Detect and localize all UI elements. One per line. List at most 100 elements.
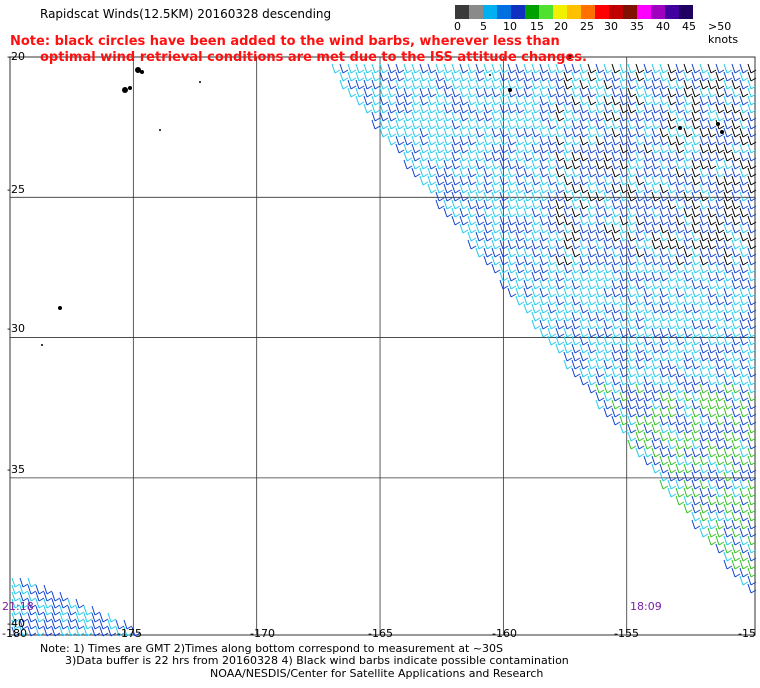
wind-barb bbox=[643, 175, 653, 186]
wind-barb bbox=[555, 311, 565, 322]
wind-barb bbox=[739, 175, 749, 186]
wind-barb bbox=[747, 127, 757, 138]
wind-barb bbox=[507, 231, 517, 242]
wind-barb bbox=[707, 423, 717, 434]
wind-barb bbox=[683, 71, 693, 82]
wind-barb bbox=[443, 143, 453, 154]
wind-barb bbox=[667, 471, 677, 482]
wind-barb bbox=[667, 159, 677, 170]
wind-barb bbox=[667, 335, 677, 346]
footer-credit: NOAA/NESDIS/Center for Satellite Applica… bbox=[210, 667, 544, 680]
wind-barb bbox=[675, 215, 685, 226]
wind-barb bbox=[523, 175, 533, 186]
wind-barb bbox=[443, 79, 453, 90]
island bbox=[140, 70, 144, 74]
wind-barb bbox=[571, 319, 581, 330]
wind-barb bbox=[691, 63, 701, 74]
wind-barb bbox=[507, 239, 517, 250]
wind-barb bbox=[571, 255, 581, 266]
wind-barb bbox=[659, 71, 669, 82]
wind-barb bbox=[603, 263, 613, 274]
wind-barb bbox=[619, 327, 629, 338]
wind-barb bbox=[635, 295, 645, 306]
wind-barb bbox=[539, 279, 549, 290]
wind-barb bbox=[739, 391, 749, 402]
wind-barb bbox=[667, 175, 677, 186]
wind-barb bbox=[563, 63, 573, 74]
wind-barb bbox=[563, 175, 573, 186]
wind-barb bbox=[563, 215, 573, 226]
wind-barb bbox=[627, 335, 637, 346]
wind-barb bbox=[523, 127, 533, 138]
wind-barb bbox=[579, 175, 589, 186]
wind-barb bbox=[587, 247, 597, 258]
wind-barb bbox=[691, 143, 701, 154]
wind-barb bbox=[539, 287, 549, 298]
wind-barb bbox=[723, 399, 733, 410]
wind-barb bbox=[467, 167, 477, 178]
wind-barb bbox=[723, 71, 733, 82]
wind-barb bbox=[571, 223, 581, 234]
wind-barb bbox=[611, 239, 621, 250]
wind-barb bbox=[723, 335, 733, 346]
wind-barb bbox=[707, 519, 717, 530]
scale-swatch bbox=[455, 5, 469, 19]
wind-barb bbox=[619, 199, 629, 210]
wind-barb bbox=[739, 559, 749, 570]
wind-barb bbox=[411, 143, 421, 154]
wind-barb bbox=[475, 71, 485, 82]
wind-barb bbox=[451, 119, 461, 130]
wind-barb bbox=[491, 239, 501, 250]
wind-barb bbox=[659, 151, 669, 162]
wind-barb bbox=[83, 612, 93, 623]
wind-barb bbox=[595, 271, 605, 282]
wind-barb bbox=[659, 79, 669, 90]
wind-barb bbox=[467, 79, 477, 90]
wind-barb bbox=[539, 311, 549, 322]
wind-barb bbox=[667, 359, 677, 370]
wind-barb bbox=[347, 63, 357, 74]
wind-barb bbox=[587, 279, 597, 290]
wind-barb bbox=[99, 619, 109, 630]
wind-barb bbox=[483, 183, 493, 194]
wind-barb bbox=[659, 335, 669, 346]
wind-barb bbox=[603, 207, 613, 218]
wind-barb bbox=[27, 612, 37, 623]
wind-barb bbox=[491, 247, 501, 258]
wind-barb bbox=[571, 335, 581, 346]
wind-barb bbox=[699, 439, 709, 450]
wind-barb bbox=[547, 255, 557, 266]
wind-barb bbox=[691, 247, 701, 258]
wind-barb bbox=[699, 215, 709, 226]
wind-barb bbox=[723, 159, 733, 170]
wind-barb bbox=[715, 255, 725, 266]
wind-barb bbox=[579, 319, 589, 330]
wind-barb bbox=[683, 247, 693, 258]
wind-barb bbox=[563, 351, 573, 362]
wind-barb bbox=[619, 375, 629, 386]
wind-barb bbox=[515, 255, 525, 266]
wind-barb bbox=[739, 295, 749, 306]
wind-barb bbox=[507, 247, 517, 258]
scale-label: >50 knots bbox=[708, 20, 739, 46]
wind-barb bbox=[643, 295, 653, 306]
wind-barb bbox=[667, 351, 677, 362]
wind-barb bbox=[467, 127, 477, 138]
wind-barb bbox=[635, 287, 645, 298]
wind-barb bbox=[675, 239, 685, 250]
wind-barb bbox=[707, 359, 717, 370]
wind-barb bbox=[595, 391, 605, 402]
wind-barb bbox=[75, 598, 85, 609]
wind-barb bbox=[739, 247, 749, 258]
wind-barb bbox=[539, 255, 549, 266]
wind-barb bbox=[635, 391, 645, 402]
wind-barb bbox=[491, 167, 501, 178]
wind-barb bbox=[555, 231, 565, 242]
wind-barb bbox=[707, 239, 717, 250]
wind-barb bbox=[51, 591, 61, 602]
wind-barb bbox=[531, 159, 541, 170]
wind-barb bbox=[531, 223, 541, 234]
wind-barb bbox=[699, 95, 709, 106]
scale-label: 35 bbox=[630, 20, 644, 33]
wind-barb bbox=[675, 271, 685, 282]
